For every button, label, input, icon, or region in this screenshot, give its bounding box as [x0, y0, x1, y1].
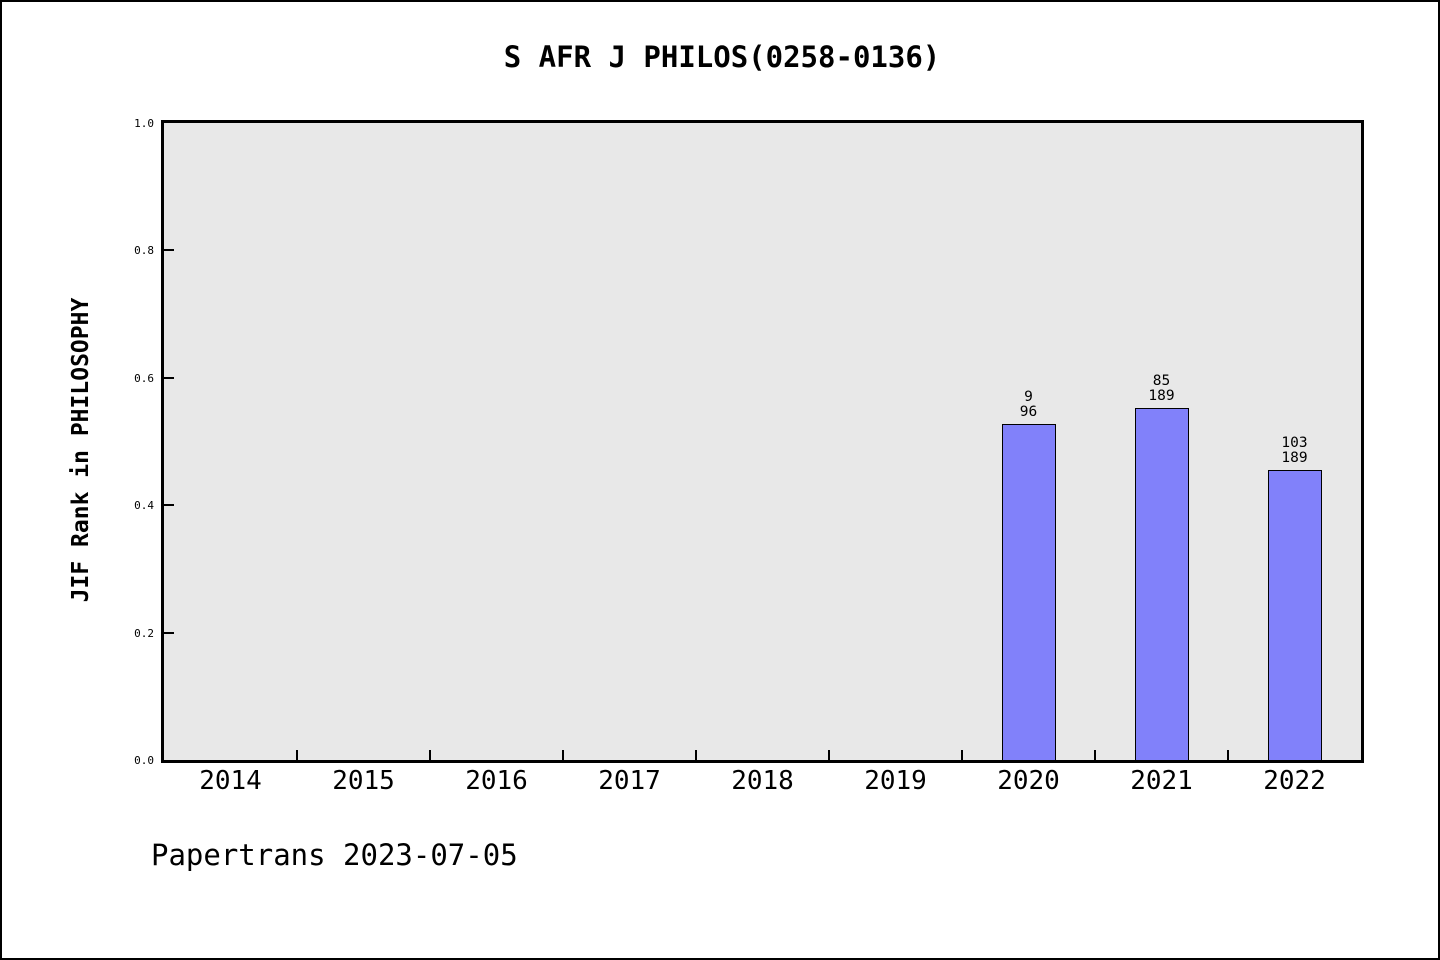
y-tick-label-0.2: 0.2	[134, 626, 154, 640]
x-tick-label-2021: 2021	[1130, 766, 1193, 796]
bar-2020	[1001, 424, 1056, 760]
x-tick-mark-3	[562, 750, 564, 760]
x-tick-label-2014: 2014	[199, 766, 262, 796]
chart-title: S AFR J PHILOS(0258-0136)	[503, 40, 941, 74]
y-tick-mark-0.6	[164, 376, 174, 379]
x-tick-label-2018: 2018	[731, 766, 794, 796]
bar-label-2022: 103 189	[1281, 434, 1308, 466]
y-axis-title: JIF Rank in PHILOSOPHY	[68, 297, 94, 603]
x-tick-label-2020: 2020	[997, 766, 1060, 796]
x-tick-mark-1	[296, 750, 298, 760]
x-tick-label-2019: 2019	[864, 766, 927, 796]
y-tick-label-0.6: 0.6	[134, 371, 154, 385]
y-tick-label-0.8: 0.8	[134, 244, 154, 258]
y-tick-mark-0.2	[164, 631, 174, 634]
x-tick-mark-7	[1094, 750, 1096, 760]
x-tick-mark-5	[828, 750, 830, 760]
plot-inner: 9 96 85 189 103 189	[164, 123, 1361, 760]
footer-credit: Papertrans 2023-07-05	[151, 838, 518, 872]
y-tick-mark-0.8	[164, 249, 174, 252]
x-tick-label-2016: 2016	[465, 766, 528, 796]
bar-label-2021: 85 189	[1148, 372, 1175, 404]
x-tick-mark-8	[1227, 750, 1229, 760]
x-tick-mark-6	[961, 750, 963, 760]
x-tick-mark-2	[429, 750, 431, 760]
y-tick-mark-0.4	[164, 504, 174, 507]
x-tick-label-2015: 2015	[332, 766, 395, 796]
plot-area: 9 96 85 189 103 189	[161, 120, 1364, 763]
y-tick-label-0.0: 0.0	[134, 754, 154, 767]
x-tick-label-2022: 2022	[1263, 766, 1326, 796]
x-tick-mark-4	[695, 750, 697, 760]
bar-2022	[1267, 469, 1322, 760]
x-tick-label-2017: 2017	[598, 766, 661, 796]
y-tick-label-0.4: 0.4	[134, 499, 154, 513]
bar-2021	[1134, 407, 1189, 760]
y-tick-label-1.0: 1.0	[134, 117, 154, 130]
bar-label-2020: 9 96	[1019, 389, 1038, 421]
